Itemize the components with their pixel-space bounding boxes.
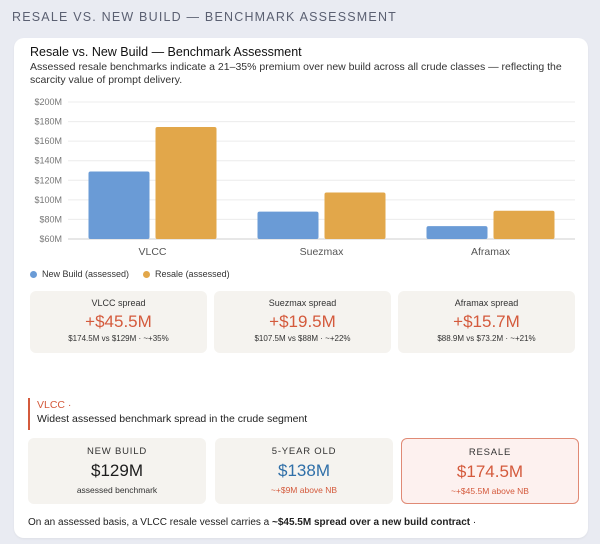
legend-item-new-build[interactable]: New Build (assessed) [30,269,129,279]
highlight-text: Widest assessed benchmark spread in the … [37,413,308,425]
bar-aframax-new-build [426,226,488,239]
spread-cards: VLCC spread +$45.5M $174.5M vs $129M · ~… [30,291,575,353]
value-subtext: ~+$9M above NB [270,485,338,495]
footer-bold: ~$45.5M spread over a new build contract [272,517,471,528]
bar-vlcc-new-build [88,171,150,239]
value-card-new-build: NEW BUILD $129M assessed benchmark [28,438,206,504]
spread-label: Suezmax spread [268,298,337,308]
spread-value: +$15.7M [453,312,520,331]
legend-swatch-new-build [30,270,37,278]
value-number: $174.5M [456,462,524,481]
chart-title: Resale vs. New Build — Benchmark Assessm… [30,45,302,59]
spread-label: Aframax spread [454,298,519,308]
spread-detail: $107.5M vs $88M · ~+22% [254,334,351,343]
value-label: 5-YEAR OLD [271,446,337,457]
chart-legend: New Build (assessed) Resale (assessed) [30,269,230,279]
spread-card-vlcc: VLCC spread +$45.5M $174.5M vs $129M · ~… [30,291,207,353]
y-tick-label: $100M [34,195,62,205]
footer-note: On an assessed basis, a VLCC resale vess… [28,517,576,528]
spread-value: +$45.5M [85,312,152,331]
value-number: $138M [278,461,330,480]
spread-card-aframax: Aframax spread +$15.7M $88.9M vs $73.2M … [398,291,575,353]
value-subtext: ~+$45.5M above NB [451,486,529,496]
value-number: $129M [91,461,143,480]
x-tick-label: Suezmax [300,246,345,258]
value-label: RESALE [468,447,512,458]
value-cards: NEW BUILD $129M assessed benchmark 5-YEA… [28,438,579,506]
y-tick-label: $60M [39,234,62,244]
bar-chart: $60M $80M $100M $120M $140M $160M $180M $200M VL… [34,97,575,258]
y-tick-label: $140M [34,156,62,166]
footer-prefix: On an assessed basis, a VLCC resale vess… [28,517,272,528]
y-tick-label: $120M [34,175,62,185]
value-label: NEW BUILD [87,446,147,457]
y-tick-label: $180M [34,117,62,127]
value-subtext: assessed benchmark [76,485,158,495]
spread-detail: $88.9M vs $73.2M · ~+21% [437,334,536,343]
bar-aframax-resale [493,210,555,239]
legend-swatch-resale [143,270,151,278]
value-card-resale: RESALE $174.5M ~+$45.5M above NB [401,438,579,504]
y-tick-label: $160M [34,136,62,146]
page-header: RESALE VS. NEW BUILD — BENCHMARK ASSESSM… [12,10,398,24]
bar-vlcc-resale [155,126,217,239]
footer-suffix: · [470,517,477,528]
legend-item-resale[interactable]: Resale (assessed) [143,269,230,279]
legend-label-new-build: New Build (assessed) [42,269,130,279]
y-tick-label: $200M [34,97,62,107]
x-tick-label: Aframax [471,246,511,258]
highlight-callout: VLCC · Widest assessed benchmark spread … [28,398,307,430]
highlight-title: VLCC · [37,399,72,411]
legend-label-resale: Resale (assessed) [155,269,230,279]
spread-card-suezmax: Suezmax spread +$19.5M $107.5M vs $88M ·… [214,291,391,353]
x-tick-label: VLCC [138,246,166,258]
bar-suezmax-resale [324,192,386,239]
spread-detail: $174.5M vs $129M · ~+35% [68,334,169,343]
benchmark-card: Resale vs. New Build — Benchmark Assessm… [14,38,588,538]
bar-suezmax-new-build [257,211,319,239]
y-tick-label: $80M [39,214,62,224]
chart-subtitle: Assessed resale benchmarks indicate a 21… [30,61,562,86]
spread-label: VLCC spread [91,298,146,308]
value-card-5-year-old: 5-YEAR OLD $138M ~+$9M above NB [215,438,393,504]
spread-value: +$19.5M [269,312,336,331]
